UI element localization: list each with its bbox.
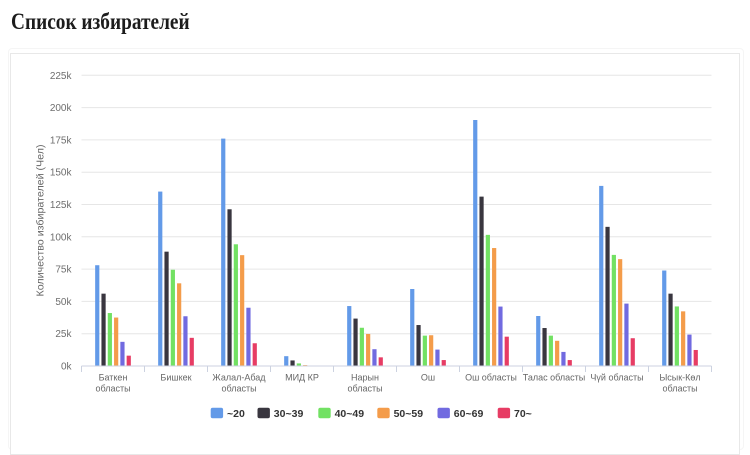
svg-text:75k: 75k — [55, 265, 72, 276]
svg-text:Количество избирателей (Чел): Количество избирателей (Чел) — [35, 145, 47, 297]
svg-text:225k: 225k — [50, 71, 73, 82]
svg-text:30~39: 30~39 — [274, 408, 304, 420]
svg-text:Чүй областы: Чүй областы — [590, 373, 643, 383]
svg-text:200k: 200k — [50, 103, 73, 114]
svg-text:50~59: 50~59 — [394, 408, 424, 420]
svg-text:Ош: Ош — [421, 373, 435, 383]
svg-text:Талас областы: Талас областы — [523, 373, 585, 383]
svg-text:Ош областы: Ош областы — [465, 373, 517, 383]
svg-text:~20: ~20 — [227, 408, 245, 420]
svg-text:175k: 175k — [50, 135, 73, 146]
svg-text:70~: 70~ — [514, 408, 532, 420]
svg-text:25k: 25k — [55, 329, 72, 340]
svg-text:40~49: 40~49 — [335, 408, 365, 420]
svg-text:областы: областы — [662, 384, 697, 394]
svg-text:областы: областы — [221, 384, 256, 394]
svg-text:50k: 50k — [55, 297, 72, 308]
svg-text:Нарын: Нарын — [351, 373, 379, 383]
svg-text:Ысык-Көл: Ысык-Көл — [659, 373, 700, 383]
svg-text:125k: 125k — [50, 200, 73, 211]
svg-text:областы: областы — [347, 384, 382, 394]
svg-text:Бишкек: Бишкек — [160, 373, 191, 383]
svg-text:0k: 0k — [61, 362, 73, 373]
svg-text:МИД КР: МИД КР — [285, 373, 319, 383]
svg-text:60~69: 60~69 — [454, 408, 484, 420]
svg-text:Жалал-Абад: Жалал-Абад — [212, 373, 266, 383]
svg-text:150k: 150k — [50, 168, 73, 179]
svg-text:100k: 100k — [50, 232, 73, 243]
svg-text:Баткен: Баткен — [99, 373, 128, 383]
svg-text:областы: областы — [95, 384, 130, 394]
